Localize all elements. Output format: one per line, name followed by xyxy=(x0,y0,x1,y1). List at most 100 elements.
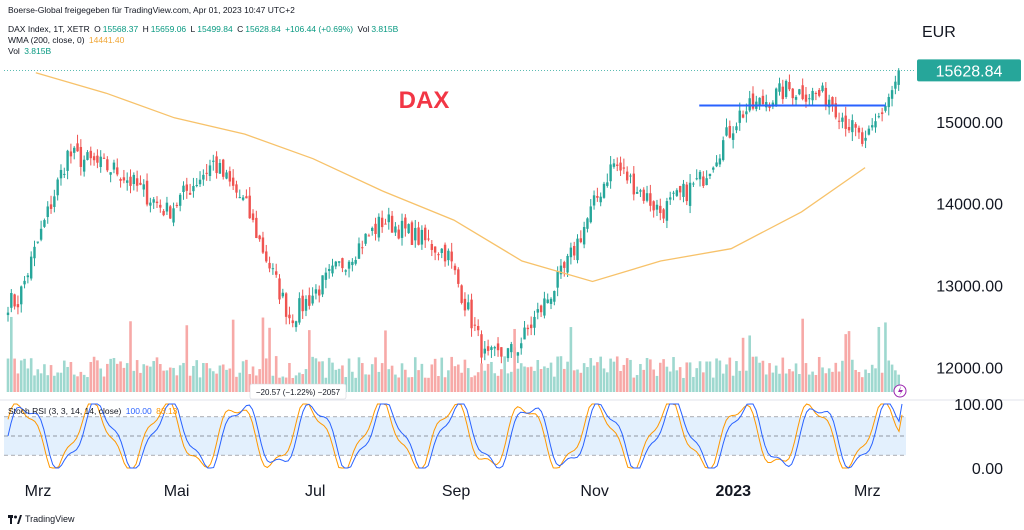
volume-bar xyxy=(49,365,53,392)
stoch-k-value: 100.00 xyxy=(125,406,152,416)
candle-body xyxy=(324,272,328,280)
wma-value: 14441.40 xyxy=(88,35,125,45)
volume-bar xyxy=(427,377,430,392)
volume-bar xyxy=(109,358,112,392)
volume-tooltip-text: −20.57 (−1.22%) −2057 xyxy=(256,388,341,397)
low-value: 15499.84 xyxy=(197,24,233,34)
candle-body xyxy=(705,178,708,186)
candle-body xyxy=(573,245,576,256)
candle-body xyxy=(450,251,453,262)
wma-legend[interactable]: WMA (200, close, 0) 14441.40 xyxy=(8,35,126,45)
candle-body xyxy=(702,176,705,186)
candle-body xyxy=(288,314,291,319)
volume-bar xyxy=(413,357,417,392)
volume-bar xyxy=(592,365,596,392)
volume-bar xyxy=(695,368,699,392)
candle-body xyxy=(69,151,73,157)
candle-body xyxy=(880,112,884,115)
candle-body xyxy=(857,127,861,133)
x-tick-label: Mai xyxy=(164,483,190,500)
volume-bar xyxy=(36,369,40,392)
volume-bar xyxy=(880,372,884,392)
candle-body xyxy=(520,343,523,349)
volume-bar xyxy=(821,367,824,392)
volume-bar xyxy=(215,373,218,392)
volume-bar xyxy=(596,362,599,392)
candle-body xyxy=(682,183,685,197)
candle-body xyxy=(480,334,483,358)
candle-body xyxy=(208,165,212,176)
candle-body xyxy=(794,96,798,100)
volume-bar xyxy=(715,358,718,392)
symbol-legend[interactable]: DAX Index, 1T, XETR O 15568.37 H 15659.06 … xyxy=(8,24,400,34)
volume-bar xyxy=(539,369,543,392)
volume-bar xyxy=(599,356,602,392)
volume-bar xyxy=(503,356,506,392)
candle-body xyxy=(298,298,301,323)
candle-body xyxy=(659,205,662,214)
candle-body xyxy=(692,183,695,185)
volume-bar xyxy=(658,362,662,392)
volume-bar xyxy=(480,363,483,392)
vol-legend[interactable]: Vol 3.815B xyxy=(8,46,53,56)
candle-body xyxy=(741,114,745,118)
volume-bar xyxy=(231,319,235,392)
candle-body xyxy=(523,327,526,340)
volume-bar xyxy=(755,356,758,392)
volume-bar xyxy=(311,356,314,392)
volume-bar xyxy=(851,359,854,392)
y-tick-label: 15000.00 xyxy=(936,115,1003,132)
candle-body xyxy=(486,346,490,351)
candle-body xyxy=(609,164,612,182)
volume-bar xyxy=(308,330,311,392)
volume-bar xyxy=(99,368,103,392)
volume-bar xyxy=(149,366,152,392)
stoch-d-line xyxy=(7,403,903,469)
candle-body xyxy=(851,120,854,133)
tradingview-watermark[interactable]: TradingView xyxy=(8,514,75,524)
candle-body xyxy=(622,167,626,169)
candle-body xyxy=(222,159,225,177)
volume-bar xyxy=(582,363,586,392)
candle-body xyxy=(639,190,642,192)
volume-bar xyxy=(672,357,675,392)
volume-bar xyxy=(635,375,639,392)
candle-body xyxy=(361,247,364,249)
candle-body xyxy=(834,103,837,118)
candle-body xyxy=(887,97,890,108)
volume-bar xyxy=(261,317,265,392)
volume-bar xyxy=(877,326,881,392)
candle-body xyxy=(854,124,857,128)
chart-title-overlay: DAX xyxy=(399,87,450,114)
candle-body xyxy=(745,111,748,115)
stoch-y-tick-label: 100.00 xyxy=(954,397,1003,414)
candle-body xyxy=(331,265,334,274)
candle-body xyxy=(625,171,629,181)
volume-bar xyxy=(718,360,722,392)
candle-body xyxy=(337,261,341,263)
candle-body xyxy=(241,197,245,200)
candle-body xyxy=(546,299,549,304)
volume-bar xyxy=(572,370,576,392)
candle-body xyxy=(612,163,616,167)
candle-body xyxy=(165,202,169,212)
stoch-legend[interactable]: Stoch RSI (3, 3, 14, 14, close) 100.00 8… xyxy=(8,406,179,416)
volume-bar xyxy=(301,374,304,392)
volume-bar xyxy=(188,375,192,392)
volume-bar xyxy=(341,365,344,392)
volume-bar xyxy=(23,358,26,392)
volume-bar xyxy=(433,358,437,392)
volume-bar xyxy=(615,356,619,392)
volume-bar xyxy=(721,373,725,392)
candle-body xyxy=(566,255,569,273)
candle-body xyxy=(96,155,99,163)
x-tick-label: Nov xyxy=(580,483,608,500)
vol-inline-label: Vol xyxy=(357,24,370,34)
volume-bar xyxy=(46,375,50,392)
candle-body xyxy=(596,195,599,198)
volume-bar xyxy=(228,368,232,392)
candle-body xyxy=(592,195,596,206)
volume-bar xyxy=(218,365,222,392)
candle-body xyxy=(202,174,205,180)
